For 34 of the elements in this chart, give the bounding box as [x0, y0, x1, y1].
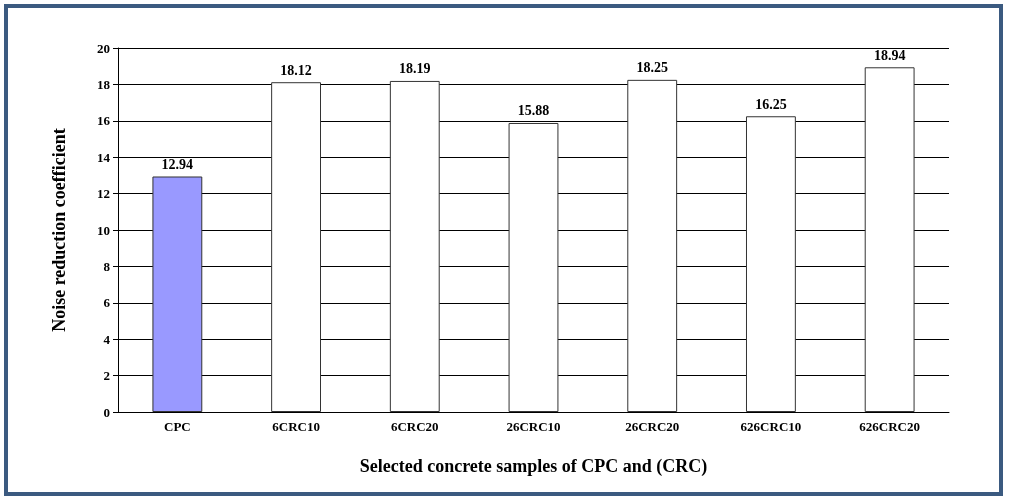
- bar: [271, 82, 321, 412]
- x-axis-title: Selected concrete samples of CPC and (CRC): [359, 456, 708, 477]
- bar: [508, 122, 559, 412]
- x-tick-label: 626CRC10: [740, 419, 802, 434]
- data-label: 15.88: [517, 103, 550, 119]
- x-tick-label: 26CRC20: [625, 419, 680, 434]
- x-tick-label: CPC: [164, 419, 191, 434]
- y-tick-label: 16: [97, 113, 111, 129]
- x-tick-label: 6CRC10: [272, 419, 320, 434]
- y-tick-label: 14: [97, 149, 111, 165]
- y-tick-label: 6: [103, 295, 111, 311]
- y-tick-label: 12: [97, 186, 110, 202]
- y-tick-label: 20: [97, 40, 110, 56]
- x-tick-label: 626CRC20: [859, 419, 920, 434]
- y-tick-label: 4: [103, 331, 111, 347]
- bar: [746, 116, 796, 412]
- data-label: 16.25: [755, 96, 787, 112]
- bar: [389, 80, 440, 412]
- data-label: 18.19: [399, 61, 431, 77]
- bar: [152, 176, 203, 412]
- x-tick-label: 6CRC20: [390, 419, 439, 434]
- y-tick-label: 18: [97, 76, 111, 92]
- data-label: 18.94: [873, 47, 906, 63]
- data-label: 18.25: [636, 60, 668, 76]
- y-tick-label: 0: [103, 404, 110, 420]
- y-tick-label: 10: [97, 222, 110, 238]
- data-label: 18.12: [280, 62, 312, 78]
- y-tick-label: 8: [103, 258, 111, 274]
- bar: [627, 79, 678, 412]
- x-tick-label: 26CRC10: [506, 419, 561, 434]
- y-tick-label: 2: [103, 368, 110, 384]
- bar: [864, 67, 915, 412]
- y-axis-title: Noise reduction coefficient: [49, 128, 69, 332]
- data-label: 12.94: [161, 156, 194, 172]
